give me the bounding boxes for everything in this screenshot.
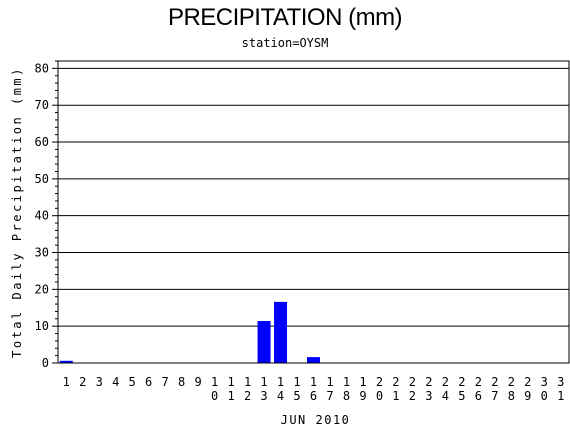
y-tick-label: 30	[35, 246, 49, 260]
y-axis: 0 10 20 30 40 50 60 70 80	[35, 60, 58, 370]
x-axis: 1 2 3 4 5 6 7 8 9 1 01 11 21 31 41 51 61 71 81 92 02 12 22 32 42…	[63, 375, 565, 403]
bar	[59, 360, 73, 363]
x-axis-label: JUN 2010	[281, 413, 351, 427]
chart-title: PRECIPITATION (mm)	[167, 4, 403, 31]
y-tick-label: 20	[35, 282, 49, 296]
x-tick-label: 7	[162, 375, 169, 389]
chart-subtitle: station=OYSM	[241, 36, 329, 50]
x-tick-label: 6	[145, 375, 152, 389]
y-axis-label: Total Daily Precipitation (mm)	[10, 66, 24, 358]
bar	[307, 357, 320, 363]
y-tick-label: 70	[35, 98, 49, 112]
grid-lines	[58, 67, 569, 327]
bar	[257, 321, 271, 363]
y-tick-label: 60	[35, 135, 49, 149]
x-tick-label: 8	[178, 375, 185, 389]
x-tick-label: 3	[96, 375, 103, 389]
x-tick-label: 9	[194, 375, 201, 389]
x-tick-label: 5	[129, 375, 136, 389]
x-tick-label: 1	[63, 375, 70, 389]
bar	[274, 301, 288, 363]
x-tick-label: 2	[79, 375, 86, 389]
bar-series	[59, 301, 320, 363]
plot-frame	[57, 60, 570, 364]
y-tick-label: 10	[35, 319, 49, 333]
x-tick-label: 4	[112, 375, 119, 389]
y-tick-label: 40	[35, 209, 49, 223]
y-tick-label: 80	[35, 61, 49, 75]
y-tick-label: 50	[35, 172, 49, 186]
y-tick-label: 0	[42, 356, 49, 370]
